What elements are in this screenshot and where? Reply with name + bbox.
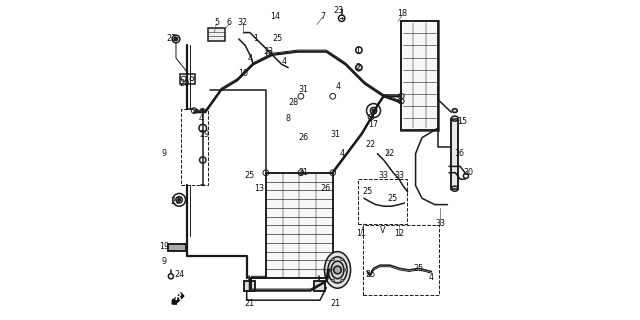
Text: 25: 25 [387, 194, 398, 203]
Text: 31: 31 [298, 168, 308, 177]
Text: 4: 4 [248, 53, 253, 62]
Bar [401, 21, 438, 130]
Circle shape [174, 37, 177, 41]
Text: 19: 19 [159, 242, 170, 251]
Circle shape [333, 266, 341, 274]
Text: 33: 33 [394, 172, 404, 180]
Text: 26: 26 [298, 133, 308, 142]
Text: 31: 31 [330, 130, 340, 139]
Bar [168, 244, 186, 251]
Ellipse shape [328, 257, 347, 283]
Circle shape [332, 279, 334, 282]
Text: 21: 21 [244, 299, 254, 308]
Text: 4: 4 [339, 149, 344, 158]
FancyArrow shape [172, 293, 184, 304]
Text: 30: 30 [463, 168, 473, 177]
Text: 22: 22 [167, 35, 177, 44]
Text: 32: 32 [238, 19, 248, 28]
Text: 11: 11 [356, 229, 366, 238]
Text: 18: 18 [397, 9, 407, 18]
Text: 1: 1 [355, 47, 360, 56]
Text: 26: 26 [321, 184, 331, 193]
Text: 8: 8 [285, 114, 290, 123]
Text: 13: 13 [254, 184, 264, 193]
Text: 23: 23 [333, 6, 344, 15]
Bar [314, 281, 325, 291]
Bar [244, 281, 255, 291]
Text: 22: 22 [365, 140, 376, 148]
Text: 4: 4 [199, 114, 204, 123]
Text: 17: 17 [369, 120, 379, 130]
Ellipse shape [451, 116, 458, 121]
Text: 9: 9 [162, 258, 167, 267]
Text: 28: 28 [289, 98, 299, 107]
Text: FR.: FR. [170, 293, 186, 302]
Text: 25: 25 [413, 264, 423, 273]
Bar [168, 244, 186, 251]
Text: 33: 33 [264, 47, 273, 56]
Text: 25: 25 [244, 172, 254, 180]
Circle shape [340, 279, 343, 282]
Text: V: V [380, 226, 386, 235]
Text: 9: 9 [162, 149, 167, 158]
Bar [358, 179, 407, 224]
Circle shape [340, 258, 343, 261]
Text: 27: 27 [171, 197, 181, 206]
Bar [401, 21, 438, 130]
Text: 20: 20 [180, 79, 189, 88]
Circle shape [178, 198, 180, 201]
Bar [314, 281, 325, 291]
Bar [266, 173, 333, 278]
Text: 33: 33 [435, 219, 445, 228]
Text: 2: 2 [355, 63, 360, 72]
Text: 1: 1 [253, 35, 258, 44]
Bar [451, 119, 458, 189]
Ellipse shape [331, 261, 344, 279]
Text: 15: 15 [457, 117, 467, 126]
Bar [208, 28, 225, 41]
Text: 4: 4 [336, 82, 341, 91]
Text: 10: 10 [238, 69, 248, 78]
Bar [399, 20, 440, 131]
Text: 12: 12 [394, 229, 404, 238]
Text: 16: 16 [454, 149, 465, 158]
Text: 6: 6 [227, 19, 232, 28]
Circle shape [332, 258, 334, 261]
Text: 24: 24 [174, 270, 184, 279]
Text: 22: 22 [385, 149, 395, 158]
Text: 5: 5 [214, 19, 219, 28]
Text: 14: 14 [269, 12, 280, 21]
Circle shape [372, 109, 375, 112]
Bar [451, 119, 458, 189]
Text: 25: 25 [273, 35, 283, 44]
Ellipse shape [451, 186, 458, 191]
Bar [181, 109, 209, 186]
Bar [244, 281, 255, 291]
Text: 21: 21 [330, 299, 340, 308]
Ellipse shape [324, 252, 351, 288]
Text: 29: 29 [200, 130, 210, 139]
Text: 25: 25 [365, 270, 376, 279]
Text: 7: 7 [320, 12, 325, 21]
Text: 31: 31 [298, 85, 308, 94]
Circle shape [327, 269, 330, 271]
Bar [266, 173, 333, 278]
Text: 4: 4 [428, 273, 433, 282]
Bar [180, 74, 195, 84]
Bar [363, 225, 440, 295]
Circle shape [356, 64, 362, 71]
Circle shape [345, 269, 348, 271]
Text: 25: 25 [362, 188, 372, 196]
Text: 33: 33 [378, 172, 388, 180]
Ellipse shape [452, 109, 458, 113]
Text: 4: 4 [282, 57, 287, 66]
